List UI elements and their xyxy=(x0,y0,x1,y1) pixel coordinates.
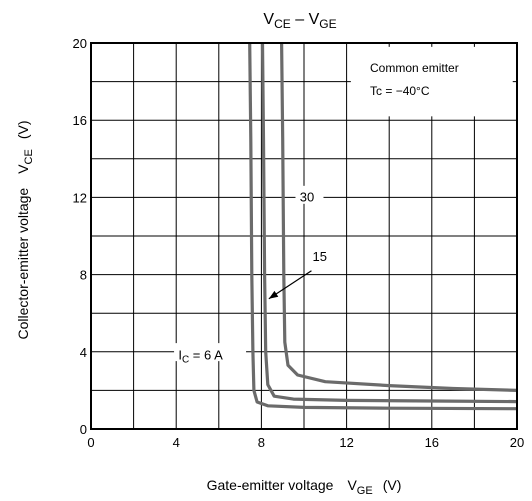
y-tick-label: 12 xyxy=(73,190,87,205)
x-tick-label: 4 xyxy=(173,435,180,450)
series-label-30: 30 xyxy=(300,189,314,204)
y-tick-label: 20 xyxy=(73,36,87,51)
arrow-15-head xyxy=(268,290,279,299)
plot-frame xyxy=(90,42,518,430)
grid xyxy=(91,43,517,429)
x-tick-label: 0 xyxy=(87,435,94,450)
label-bg-ic xyxy=(174,343,247,362)
x-tick-label: 12 xyxy=(339,435,353,450)
series-line-2 xyxy=(280,42,518,392)
label-bg-15 xyxy=(308,245,333,264)
tick-labels: 0 4 8 12 16 20 0 4 8 12 16 20 xyxy=(73,36,525,450)
series-line-0 xyxy=(248,42,518,411)
label-ic-subscript: C xyxy=(182,355,189,366)
chart-title: VCE – VGE xyxy=(263,11,336,31)
y-axis-label: Collector-emitter voltageVCE(V) xyxy=(15,120,35,339)
x-axis-label: Gate-emitter voltage VGE (V) xyxy=(207,477,402,497)
x-tick-label: 8 xyxy=(258,435,265,450)
annotation-common-emitter: Common emitter xyxy=(370,61,459,75)
y-tick-label: 8 xyxy=(80,268,87,283)
label-ic-symbol: I xyxy=(178,348,182,363)
y-tick-label: 16 xyxy=(73,113,87,128)
y-tick-label: 4 xyxy=(80,345,87,360)
curve-labels: 30 15 IC = 6 A xyxy=(174,185,333,366)
x-tick-label: 20 xyxy=(510,435,524,450)
y-tick-label: 0 xyxy=(80,422,87,437)
x-tick-label: 16 xyxy=(425,435,439,450)
label-bg-30 xyxy=(295,185,324,204)
series-label-ic-6a: IC = 6 A xyxy=(178,348,223,366)
curves xyxy=(248,42,518,411)
label-ic-value: = 6 A xyxy=(189,348,223,363)
annotation-temperature: Tc = −40°C xyxy=(370,84,430,98)
annotation-box: Common emitter Tc = −40°C xyxy=(350,46,513,117)
series-label-15: 15 xyxy=(313,249,327,264)
series-line-1 xyxy=(260,42,518,404)
